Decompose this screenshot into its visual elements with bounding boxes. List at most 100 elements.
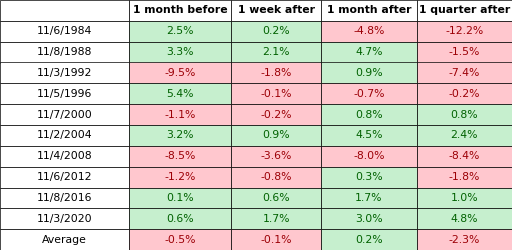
Bar: [231, 125, 321, 146]
Bar: [417, 0, 512, 21]
Bar: [0, 125, 129, 146]
Text: 0.2%: 0.2%: [263, 26, 290, 36]
Bar: [321, 146, 417, 167]
Bar: [417, 229, 512, 250]
Text: 11/7/2000: 11/7/2000: [37, 110, 92, 120]
Bar: [0, 83, 129, 104]
Text: 1 month after: 1 month after: [327, 6, 411, 16]
Text: 11/8/1988: 11/8/1988: [37, 47, 92, 57]
Text: -1.8%: -1.8%: [449, 172, 480, 182]
Bar: [417, 42, 512, 62]
Text: 0.8%: 0.8%: [451, 110, 478, 120]
Text: 5.4%: 5.4%: [166, 89, 194, 99]
Text: 0.8%: 0.8%: [355, 110, 382, 120]
Text: 2.1%: 2.1%: [263, 47, 290, 57]
Bar: [129, 83, 231, 104]
Bar: [129, 62, 231, 83]
Text: 11/8/2016: 11/8/2016: [37, 193, 92, 203]
Text: -0.8%: -0.8%: [261, 172, 292, 182]
Bar: [417, 188, 512, 208]
Bar: [321, 62, 417, 83]
Bar: [417, 104, 512, 125]
Text: -0.5%: -0.5%: [164, 234, 196, 244]
Bar: [417, 208, 512, 229]
Text: 0.9%: 0.9%: [263, 130, 290, 140]
Text: 3.2%: 3.2%: [166, 130, 194, 140]
Text: Average: Average: [42, 234, 87, 244]
Text: -4.8%: -4.8%: [353, 26, 385, 36]
Text: 1 quarter after: 1 quarter after: [419, 6, 510, 16]
Bar: [321, 125, 417, 146]
Bar: [129, 104, 231, 125]
Bar: [129, 21, 231, 42]
Bar: [0, 42, 129, 62]
Bar: [231, 0, 321, 21]
Bar: [231, 42, 321, 62]
Text: 11/2/2004: 11/2/2004: [37, 130, 92, 140]
Text: -1.5%: -1.5%: [449, 47, 480, 57]
Bar: [417, 21, 512, 42]
Text: -0.7%: -0.7%: [353, 89, 385, 99]
Bar: [231, 167, 321, 188]
Bar: [231, 188, 321, 208]
Text: 2.4%: 2.4%: [451, 130, 478, 140]
Bar: [321, 229, 417, 250]
Text: -8.4%: -8.4%: [449, 151, 480, 161]
Bar: [0, 208, 129, 229]
Text: 11/3/1992: 11/3/1992: [37, 68, 92, 78]
Text: 1.7%: 1.7%: [263, 214, 290, 224]
Bar: [0, 167, 129, 188]
Text: 4.8%: 4.8%: [451, 214, 478, 224]
Bar: [0, 104, 129, 125]
Bar: [321, 104, 417, 125]
Text: -8.0%: -8.0%: [353, 151, 385, 161]
Text: 11/5/1996: 11/5/1996: [37, 89, 92, 99]
Text: 1.0%: 1.0%: [451, 193, 478, 203]
Bar: [0, 146, 129, 167]
Text: 2.5%: 2.5%: [166, 26, 194, 36]
Bar: [129, 146, 231, 167]
Text: -1.2%: -1.2%: [164, 172, 196, 182]
Bar: [0, 188, 129, 208]
Bar: [129, 208, 231, 229]
Bar: [321, 0, 417, 21]
Text: 0.1%: 0.1%: [166, 193, 194, 203]
Text: -12.2%: -12.2%: [445, 26, 483, 36]
Text: 11/6/1984: 11/6/1984: [37, 26, 92, 36]
Text: -1.1%: -1.1%: [164, 110, 196, 120]
Text: 1.7%: 1.7%: [355, 193, 382, 203]
Text: 0.6%: 0.6%: [263, 193, 290, 203]
Bar: [417, 167, 512, 188]
Text: 4.5%: 4.5%: [355, 130, 382, 140]
Bar: [231, 62, 321, 83]
Bar: [231, 83, 321, 104]
Bar: [321, 21, 417, 42]
Bar: [321, 167, 417, 188]
Text: -2.3%: -2.3%: [449, 234, 480, 244]
Text: 1 month before: 1 month before: [133, 6, 227, 16]
Bar: [231, 208, 321, 229]
Text: -1.8%: -1.8%: [261, 68, 292, 78]
Text: -7.4%: -7.4%: [449, 68, 480, 78]
Bar: [321, 208, 417, 229]
Text: -0.2%: -0.2%: [261, 110, 292, 120]
Text: 0.9%: 0.9%: [355, 68, 382, 78]
Bar: [231, 21, 321, 42]
Text: -0.1%: -0.1%: [261, 234, 292, 244]
Text: -3.6%: -3.6%: [261, 151, 292, 161]
Text: 3.0%: 3.0%: [355, 214, 382, 224]
Bar: [417, 146, 512, 167]
Bar: [231, 104, 321, 125]
Bar: [417, 125, 512, 146]
Text: -0.2%: -0.2%: [449, 89, 480, 99]
Text: 11/3/2020: 11/3/2020: [37, 214, 92, 224]
Bar: [129, 42, 231, 62]
Bar: [0, 21, 129, 42]
Bar: [417, 62, 512, 83]
Text: 0.3%: 0.3%: [355, 172, 382, 182]
Bar: [0, 0, 129, 21]
Text: -0.1%: -0.1%: [261, 89, 292, 99]
Bar: [321, 83, 417, 104]
Bar: [321, 188, 417, 208]
Bar: [129, 125, 231, 146]
